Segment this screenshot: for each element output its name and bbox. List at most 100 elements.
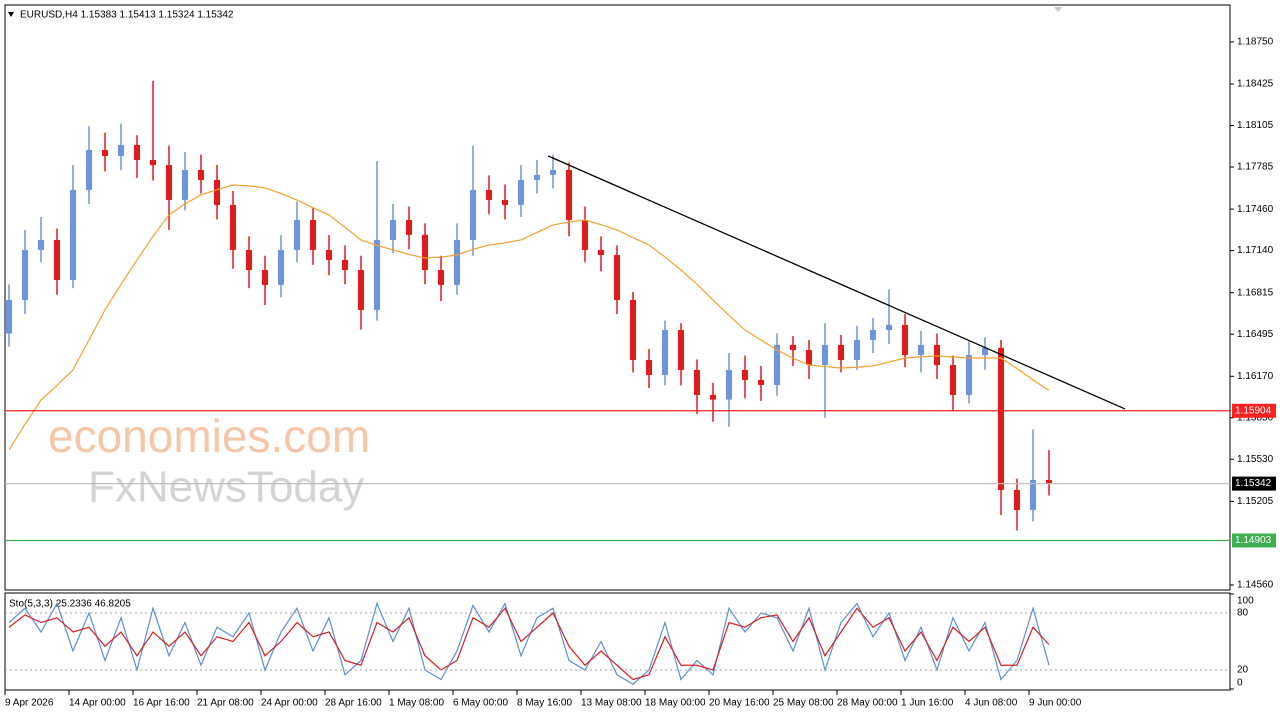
x-tick-label: 4 Jun 08:00	[965, 698, 1018, 709]
candle-body	[566, 169, 572, 221]
candle-body	[582, 220, 588, 250]
y-tick-label: 1.17785	[1237, 162, 1274, 173]
y-tick-label: 1.16815	[1237, 287, 1274, 298]
level-label: 1.15342	[1235, 478, 1272, 489]
candle-body	[982, 347, 988, 356]
candle-body	[726, 369, 732, 400]
candle-body	[774, 344, 780, 385]
x-tick-label: 25 May 08:00	[773, 698, 834, 709]
level-label: 1.14903	[1235, 535, 1272, 546]
y-tick-label: 1.18750	[1237, 37, 1274, 48]
candle-body	[662, 330, 668, 375]
candle-body	[214, 179, 220, 205]
y-tick-label: 1.17140	[1237, 245, 1274, 256]
y-tick-label: 1.15850	[1237, 412, 1274, 423]
moving-average	[8, 184, 1050, 451]
candle-body	[118, 144, 124, 156]
stochastic-line	[8, 607, 1050, 681]
candle-body	[22, 249, 28, 300]
candle-body	[838, 344, 844, 360]
x-tick-label: 20 May 16:00	[709, 698, 770, 709]
candle-body	[166, 165, 172, 200]
x-tick-label: 8 May 16:00	[517, 698, 572, 709]
y-tick-label: 1.14560	[1237, 580, 1274, 591]
y-tick-label: 1.15205	[1237, 496, 1274, 507]
candle-body	[710, 394, 716, 400]
price-panel	[4, 4, 1231, 591]
candle-body	[374, 239, 380, 310]
y-tick-label: 1.18105	[1237, 120, 1274, 131]
candle-body	[854, 340, 860, 360]
candle-body	[598, 249, 604, 255]
candle-body	[326, 249, 332, 260]
candle-body	[966, 355, 972, 395]
candle-body	[86, 150, 92, 190]
x-tick-label: 1 May 08:00	[389, 698, 444, 709]
candle-body	[454, 239, 460, 285]
candle-body	[38, 239, 44, 250]
x-tick-label: 1 Jun 16:00	[901, 698, 954, 709]
candle-body	[438, 270, 444, 285]
x-tick-label: 16 Apr 16:00	[133, 698, 190, 709]
candle-body	[678, 330, 684, 370]
y-tick-label: 1.16170	[1237, 371, 1274, 382]
level-label-box	[1232, 403, 1276, 418]
scroll-marker	[1054, 7, 1062, 12]
candle-body	[102, 150, 108, 156]
level-label-box	[1232, 476, 1276, 491]
level-label-box	[1232, 533, 1276, 548]
x-tick-label: 9 Apr 2026	[5, 698, 54, 709]
candle-body	[486, 189, 492, 200]
x-tick-label: 13 May 08:00	[581, 698, 642, 709]
y-tick-label: 1.15530	[1237, 454, 1274, 465]
candle-body	[614, 254, 620, 300]
candle-body	[150, 159, 156, 166]
y-tick-label: 20	[1237, 665, 1249, 676]
menu-arrow	[8, 12, 14, 17]
x-tick-label: 28 May 00:00	[837, 698, 898, 709]
y-tick-label: 1.18425	[1237, 79, 1274, 90]
candle-body	[870, 330, 876, 341]
watermark: FxNewsToday	[88, 463, 364, 512]
x-tick-label: 9 Jun 00:00	[1029, 698, 1082, 709]
level-label: 1.15904	[1235, 405, 1272, 416]
candle-body	[630, 299, 636, 360]
candle-body	[358, 270, 364, 310]
candle-body	[134, 144, 140, 160]
candle-body	[998, 347, 1004, 490]
chart-header: EURUSD,H4 1.15383 1.15413 1.15324 1.1534…	[20, 10, 234, 21]
x-tick-label: 6 May 00:00	[453, 698, 508, 709]
candle-body	[902, 324, 908, 356]
stochastic-panel	[4, 592, 1231, 691]
candle-body	[54, 239, 60, 281]
candle-body	[694, 369, 700, 395]
candle-body	[342, 259, 348, 271]
candle-body	[886, 324, 892, 331]
candle-body	[6, 299, 12, 334]
candle-body	[646, 359, 652, 375]
candle-body	[294, 220, 300, 250]
candle-body	[310, 220, 316, 250]
x-tick-label: 18 May 00:00	[645, 698, 706, 709]
candle-body	[1046, 479, 1052, 484]
candle-body	[470, 189, 476, 240]
candle-body	[422, 234, 428, 271]
candle-body	[550, 169, 556, 175]
watermark: economies.com	[48, 410, 370, 462]
y-tick-label: 80	[1237, 608, 1249, 619]
candle-body	[534, 174, 540, 180]
x-tick-label: 14 Apr 00:00	[69, 698, 126, 709]
candle-body	[918, 344, 924, 356]
candle-body	[758, 379, 764, 385]
candle-body	[278, 249, 284, 285]
x-tick-label: 28 Apr 16:00	[325, 698, 382, 709]
candle-body	[406, 220, 412, 235]
candle-body	[822, 344, 828, 366]
candle-body	[182, 169, 188, 200]
candle-body	[246, 249, 252, 271]
candle-body	[262, 270, 268, 285]
candle-body	[934, 344, 940, 366]
